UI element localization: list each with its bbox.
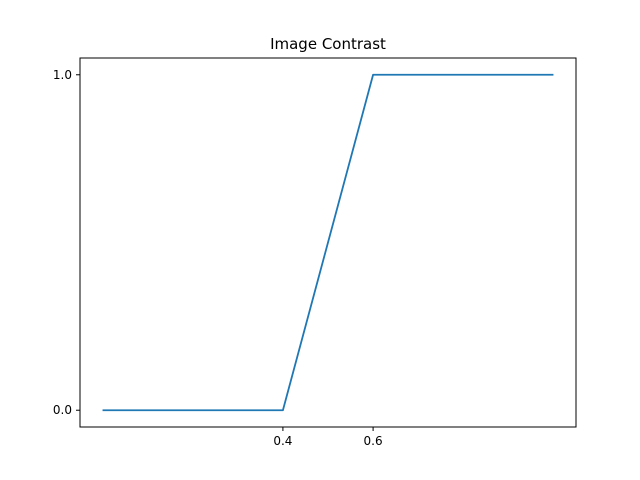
x-tick-label-0: 0.4 — [273, 434, 292, 448]
series-layer — [102, 73, 554, 412]
x-tick-label-1: 0.6 — [364, 434, 383, 448]
y-tick-label-0: 0.0 — [53, 403, 72, 417]
plot-area-frame — [79, 57, 577, 428]
x-axis: 0.4 0.6 — [273, 427, 383, 448]
y-axis: 0.0 1.0 — [53, 68, 80, 417]
series-line-0 — [102, 73, 554, 412]
y-tick-label-1: 1.0 — [53, 68, 72, 82]
chart-title: Image Contrast — [270, 35, 386, 53]
